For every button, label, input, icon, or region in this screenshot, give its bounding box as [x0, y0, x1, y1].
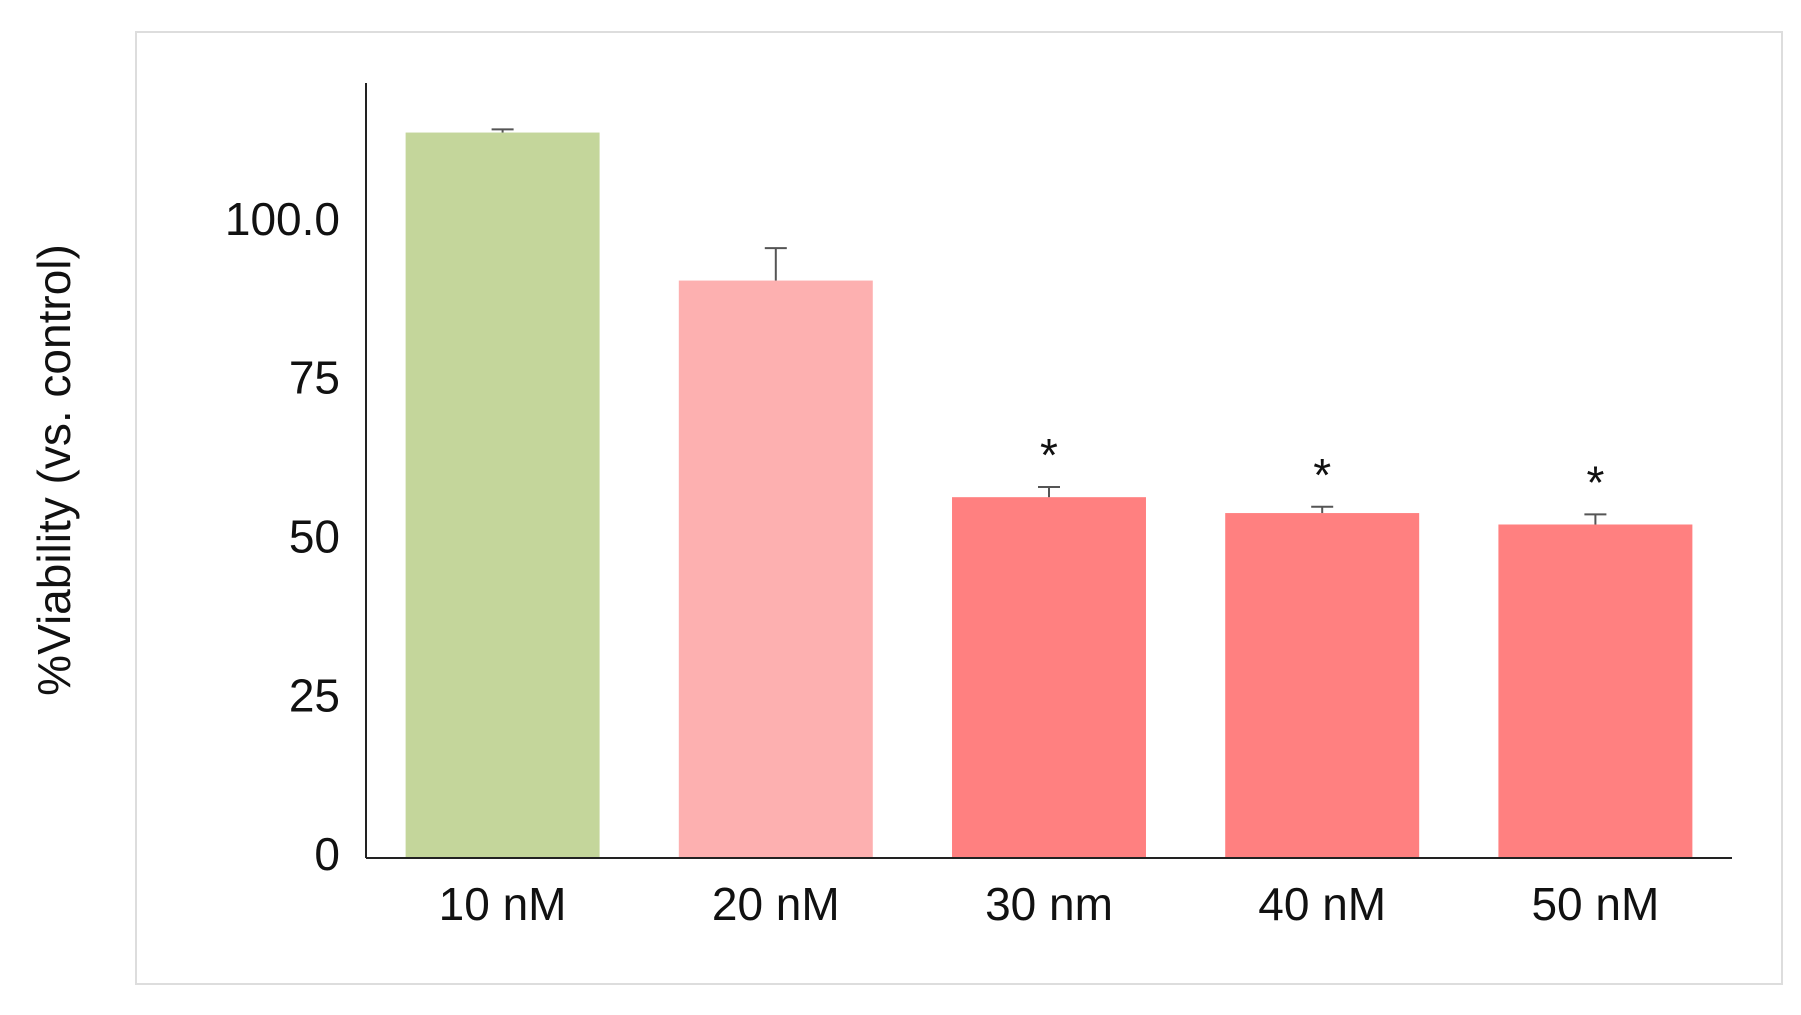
bar [405, 132, 600, 858]
y-axis-label: %Viability (vs. control) [28, 244, 80, 696]
error-bar [764, 247, 787, 281]
error-bar [1038, 486, 1060, 498]
x-tick-label: 30 nm [985, 878, 1113, 930]
y-tick-label: 25 [289, 669, 340, 721]
error-bar [1584, 513, 1607, 525]
x-tick-label: 40 nM [1258, 878, 1386, 930]
bar [1498, 524, 1693, 858]
y-tick-label: 75 [289, 352, 340, 404]
x-tick-label: 20 nM [712, 878, 840, 930]
y-tick-label: 100.0 [225, 193, 340, 245]
x-tick-label: 50 nM [1531, 878, 1659, 930]
error-bar [491, 128, 514, 133]
bar [678, 280, 873, 858]
error-bar [1311, 505, 1334, 514]
bar [1225, 513, 1420, 858]
significance-marker: * [1040, 429, 1058, 481]
bar [952, 497, 1146, 858]
significance-marker: * [1586, 456, 1604, 508]
y-tick-label: 0 [314, 828, 340, 880]
x-tick-label: 10 nM [439, 878, 567, 930]
y-tick-label: 50 [289, 511, 340, 563]
significance-marker: * [1313, 449, 1331, 501]
